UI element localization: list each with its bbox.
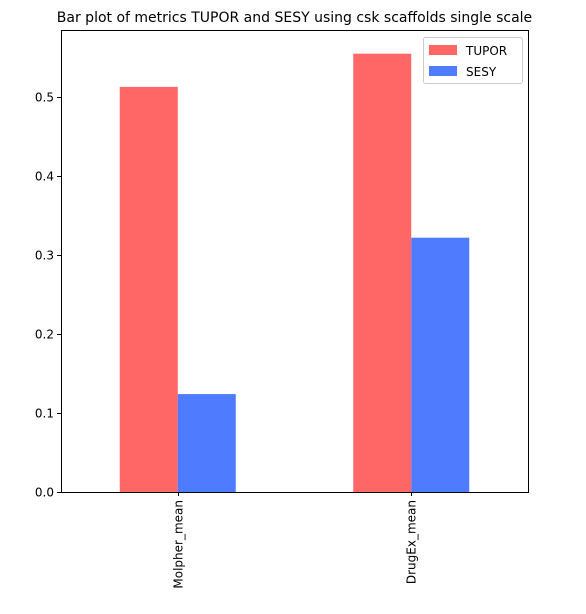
bar-tupor-drugex_mean	[353, 53, 412, 492]
y-axis: 0.0 0.1 0.2 0.3 0.4 0.5	[35, 91, 61, 500]
bars-layer	[119, 53, 470, 492]
bar-sesy-drugex_mean	[411, 237, 470, 492]
legend-label-sesy: SESY	[466, 65, 497, 79]
bar-sesy-molpher_mean	[177, 394, 236, 492]
bar-tupor-molpher_mean	[119, 86, 178, 492]
plot-frame	[61, 30, 529, 493]
x-tick-label: Molpher_mean	[172, 500, 186, 589]
legend: TUPOR SESY	[423, 37, 523, 84]
legend-swatch-sesy	[429, 66, 457, 76]
y-tick-label: 0.0	[35, 486, 54, 500]
legend-swatch-tupor	[429, 45, 457, 55]
x-tick-label: DrugEx_mean	[405, 500, 419, 584]
y-tick-label: 0.4	[35, 170, 54, 184]
y-tick-label: 0.5	[35, 91, 54, 105]
x-axis: Molpher_mean DrugEx_mean	[172, 492, 419, 589]
y-tick-label: 0.2	[35, 328, 54, 342]
y-tick-label: 0.3	[35, 249, 54, 263]
legend-label-tupor: TUPOR	[465, 44, 507, 58]
y-tick-label: 0.1	[35, 407, 54, 421]
chart-title: Bar plot of metrics TUPOR and SESY using…	[57, 10, 532, 26]
